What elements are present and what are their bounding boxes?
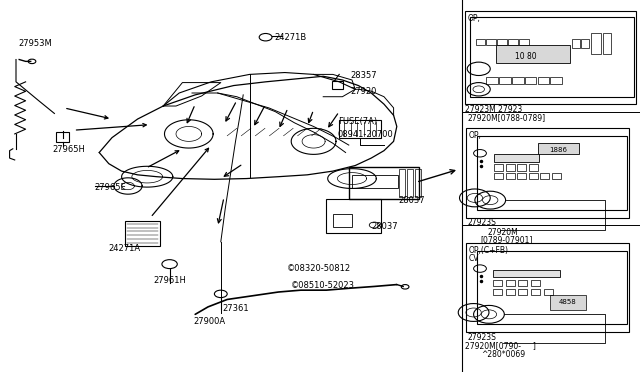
Bar — [333, 214, 352, 227]
Bar — [415, 169, 420, 197]
Bar — [496, 45, 570, 63]
Bar — [493, 270, 560, 277]
Bar — [506, 289, 515, 295]
Text: 08941-20700: 08941-20700 — [338, 130, 394, 139]
Text: 27923M 27923: 27923M 27923 — [465, 105, 522, 114]
Bar — [517, 164, 526, 171]
Text: 27920: 27920 — [351, 87, 377, 96]
Text: OP,: OP, — [469, 131, 482, 140]
Text: 27965H: 27965H — [52, 145, 85, 154]
Text: OP,(C+FB): OP,(C+FB) — [469, 246, 509, 254]
Bar — [494, 154, 539, 162]
Bar — [476, 39, 485, 45]
Bar — [339, 120, 381, 138]
Text: 24271A: 24271A — [109, 244, 141, 253]
Bar — [466, 243, 629, 332]
Bar — [486, 39, 496, 45]
Text: 27900A: 27900A — [193, 317, 225, 326]
Bar — [552, 173, 561, 179]
Bar — [508, 39, 518, 45]
Bar — [465, 11, 636, 104]
Bar — [591, 33, 601, 54]
Bar — [540, 173, 549, 179]
Bar — [407, 169, 413, 197]
Bar — [477, 136, 627, 210]
Bar — [518, 289, 527, 295]
Bar — [494, 173, 503, 179]
Bar — [529, 164, 538, 171]
Text: 27361: 27361 — [223, 304, 250, 313]
Text: 27953M: 27953M — [18, 39, 52, 48]
Bar — [529, 173, 538, 179]
Bar — [493, 289, 502, 295]
Bar — [538, 77, 549, 84]
Bar — [506, 280, 515, 286]
Text: 4858: 4858 — [559, 299, 577, 305]
Text: FUSE(7A): FUSE(7A) — [338, 117, 377, 126]
Bar — [466, 128, 629, 218]
Text: 27923S: 27923S — [467, 218, 496, 227]
Bar — [544, 289, 553, 295]
Bar — [519, 39, 529, 45]
Text: 27961H: 27961H — [154, 276, 186, 285]
Text: ©08320-50812: ©08320-50812 — [287, 264, 351, 273]
Bar — [506, 164, 515, 171]
Bar — [125, 221, 160, 246]
Bar — [332, 81, 343, 89]
Bar — [581, 39, 589, 48]
Text: 24271B: 24271B — [274, 33, 306, 42]
Bar — [493, 280, 502, 286]
Text: ©08510-52023: ©08510-52023 — [291, 281, 355, 290]
Text: 28037: 28037 — [398, 196, 425, 205]
Bar — [399, 169, 405, 197]
Bar — [352, 174, 398, 188]
Text: 28037: 28037 — [372, 222, 399, 231]
Bar — [517, 173, 526, 179]
Bar — [512, 77, 524, 84]
Bar — [499, 77, 511, 84]
Text: 28357: 28357 — [351, 71, 378, 80]
Bar — [531, 280, 540, 286]
Bar — [550, 295, 586, 310]
Bar — [494, 164, 503, 171]
Text: 27965E: 27965E — [95, 183, 127, 192]
Bar — [538, 143, 579, 154]
Text: 27920M[0788-0789]: 27920M[0788-0789] — [467, 113, 545, 122]
Bar — [603, 33, 611, 54]
Bar — [349, 167, 419, 199]
Text: 27920M: 27920M — [488, 228, 518, 237]
Bar — [470, 17, 634, 97]
Text: [0789-07901]: [0789-07901] — [480, 235, 532, 244]
Text: 27923S: 27923S — [467, 333, 496, 341]
Text: 1886: 1886 — [549, 147, 568, 153]
Bar — [497, 39, 507, 45]
Bar — [531, 289, 540, 295]
Bar — [550, 77, 562, 84]
Bar — [525, 77, 536, 84]
Text: 10 80: 10 80 — [515, 52, 536, 61]
Text: 27920M[0790-     ]: 27920M[0790- ] — [465, 341, 536, 350]
Bar — [326, 199, 381, 232]
Bar — [477, 251, 627, 324]
Bar — [572, 39, 580, 48]
Bar — [518, 280, 527, 286]
Text: OP,: OP, — [468, 14, 481, 23]
Bar — [56, 132, 69, 142]
Bar — [486, 77, 498, 84]
Text: ^280*0069: ^280*0069 — [481, 350, 525, 359]
Text: CV: CV — [469, 254, 479, 263]
Bar — [506, 173, 515, 179]
